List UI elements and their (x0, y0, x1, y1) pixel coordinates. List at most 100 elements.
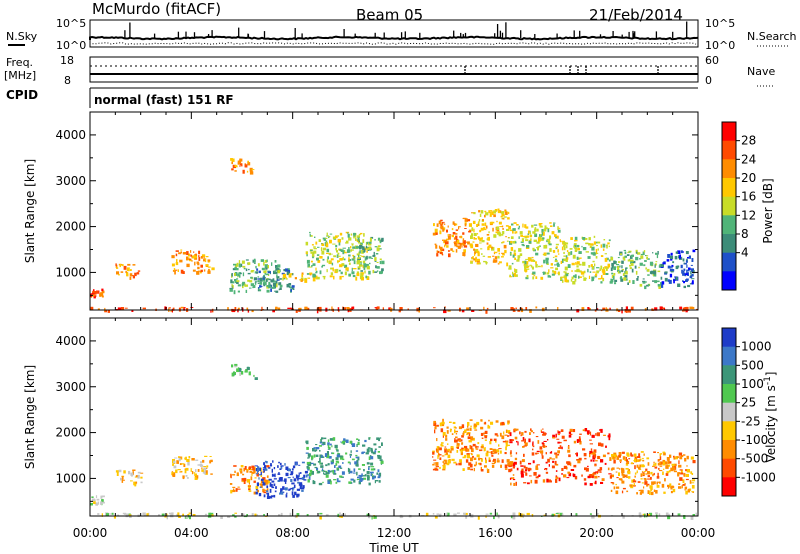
range-cell (682, 484, 686, 486)
range-cell (535, 476, 539, 479)
range-cell (256, 271, 259, 274)
range-cell (507, 432, 512, 434)
range-cell (470, 235, 473, 239)
range-cell (95, 502, 98, 505)
range-cell (657, 459, 660, 461)
range-cell (647, 483, 650, 486)
range-cell (461, 442, 464, 445)
range-cell (207, 259, 211, 262)
range-cell (650, 476, 652, 480)
range-cell (191, 255, 193, 259)
range-cell (359, 475, 363, 478)
range-cell (262, 470, 264, 473)
range-cell (659, 465, 663, 467)
range-cell (366, 276, 370, 280)
range-cell (348, 237, 352, 241)
range-cell (653, 464, 657, 466)
range-cell (596, 267, 600, 269)
range-cell (664, 277, 668, 282)
range-cell (620, 276, 622, 278)
range-cell (197, 262, 200, 266)
range-cell (311, 458, 313, 461)
range-cell (599, 429, 602, 431)
range-cell (370, 462, 374, 466)
range-cell (309, 469, 313, 473)
range-cell (256, 268, 259, 271)
range-cell (330, 272, 334, 276)
range-cell (617, 257, 620, 259)
range-cell (135, 481, 138, 484)
range-cell (493, 438, 497, 441)
range-cell (262, 481, 264, 483)
range-cell (524, 260, 527, 265)
range-cell (530, 238, 532, 241)
range-cell (245, 268, 248, 272)
range-cell (253, 374, 255, 377)
range-cell (463, 245, 468, 248)
range-cell (234, 512, 237, 514)
range-cell (518, 512, 520, 517)
range-cell (691, 482, 695, 484)
range-cell (245, 369, 248, 372)
range-cell (678, 464, 682, 468)
range-cell (678, 452, 683, 456)
range-cell (461, 242, 464, 245)
range-cell (595, 256, 598, 259)
station-title: McMurdo (fitACF) (92, 0, 221, 18)
range-cell (529, 475, 532, 477)
range-cell (497, 210, 500, 214)
range-cell (612, 265, 614, 269)
range-cell (471, 448, 474, 453)
range-cell (508, 237, 510, 239)
range-cell (376, 266, 380, 269)
range-cell (505, 429, 508, 433)
range-cell (434, 429, 436, 434)
range-cell (487, 236, 490, 241)
range-cell (486, 234, 490, 236)
range-cell (668, 470, 671, 473)
range-cell (589, 271, 592, 273)
range-cell (625, 270, 628, 275)
power-colorbar-label: Power [dB] (761, 178, 775, 243)
nsky-panel (89, 19, 699, 48)
range-cell (452, 250, 455, 253)
range-cell (658, 513, 661, 516)
range-cell (627, 309, 631, 313)
range-cell (450, 447, 454, 451)
range-cell (270, 288, 272, 292)
range-cell (647, 274, 650, 276)
range-cell (621, 490, 624, 494)
range-cell (284, 478, 287, 482)
range-cell (378, 473, 380, 477)
colorbar-segment (722, 328, 736, 348)
range-cell (489, 210, 493, 212)
range-cell (600, 265, 603, 270)
range-cell (279, 462, 282, 465)
range-cell (566, 257, 569, 260)
range-cell (246, 170, 249, 173)
range-cell (290, 487, 294, 490)
range-cell (276, 274, 278, 278)
range-cell (318, 306, 322, 311)
range-cell (688, 255, 691, 259)
range-cell (496, 458, 500, 460)
range-cell (577, 247, 580, 251)
range-cell (673, 470, 677, 473)
range-cell (329, 275, 333, 278)
range-cell (253, 491, 257, 495)
range-cell (578, 251, 582, 254)
range-cell (483, 432, 485, 435)
range-cell (326, 241, 328, 245)
range-cell (248, 466, 252, 470)
range-cell (453, 513, 457, 516)
range-cell (349, 440, 352, 444)
range-cell (231, 273, 233, 277)
range-cell (344, 271, 347, 276)
range-cell (464, 218, 468, 222)
range-cell (525, 226, 529, 229)
range-cell (319, 450, 321, 452)
range-cell (682, 479, 685, 484)
range-cell (579, 270, 582, 273)
range-cell (561, 435, 565, 439)
range-cell (366, 474, 370, 477)
